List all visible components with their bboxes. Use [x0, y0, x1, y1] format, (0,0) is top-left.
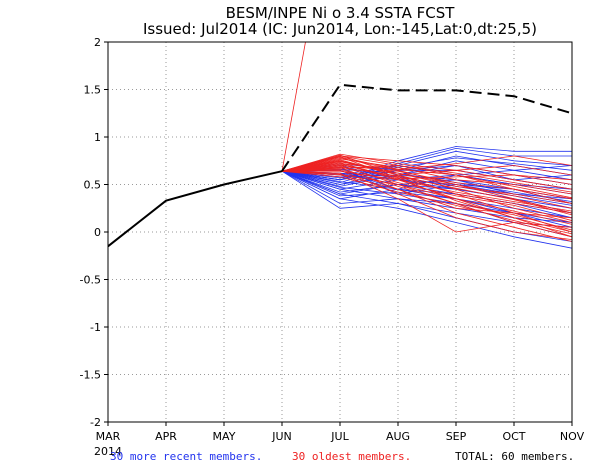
- y-tick-label: -1: [90, 321, 101, 334]
- oldest-member-line: [281, 158, 572, 195]
- oldest-member-line: [281, 164, 572, 214]
- oldest-member-line: [281, 165, 572, 193]
- recent-member-line: [281, 157, 572, 179]
- recent-member-line: [281, 169, 572, 181]
- ensemble-mean-line: [281, 83, 572, 172]
- oldest-member-line: [281, 153, 572, 190]
- oldest-member-line: [281, 162, 572, 181]
- chart-subtitle: Issued: Jul2014 (IC: Jun2014, Lon:-145,L…: [143, 20, 537, 38]
- oldest-member-line: [281, 170, 572, 225]
- series-layer: [108, 42, 572, 249]
- y-tick-label: 2: [94, 36, 101, 49]
- oldest-member-line: [281, 160, 572, 209]
- recent-member-line: [281, 170, 572, 223]
- x-tick-label: OCT: [502, 430, 525, 443]
- y-tick-label: 1.5: [84, 84, 102, 97]
- x-tick-label: APR: [155, 430, 177, 443]
- x-tick-label: MAY: [213, 430, 236, 443]
- x-tick-label: MAR: [96, 430, 121, 443]
- oldest-member-line: [281, 169, 572, 240]
- recent-member-line: [281, 160, 572, 185]
- legend-oldest-members: 30 oldest members.: [292, 450, 411, 463]
- oldest-member-line: [282, 170, 572, 212]
- oldest-member-line: [281, 166, 572, 216]
- recent-member-line: [281, 170, 572, 219]
- y-tick-label: -2: [90, 416, 101, 429]
- oldest-member-line: [281, 154, 572, 233]
- legend-recent-members: 30 more recent members.: [110, 450, 262, 463]
- x-tick-label: JUL: [330, 430, 349, 443]
- y-tick-label: 1: [94, 131, 101, 144]
- y-tick-label: 0.5: [84, 179, 102, 192]
- oldest-member-line: [281, 159, 572, 176]
- oldest-member-line: [281, 155, 572, 185]
- x-tick-label: JUN: [271, 430, 292, 443]
- oldest-member-line: [281, 168, 572, 231]
- grid: [107, 41, 573, 423]
- oldest-member-line: [281, 170, 572, 233]
- oldest-member-line: [281, 156, 572, 238]
- oldest-member-line: [281, 166, 572, 221]
- legend-total: TOTAL: 60 members.: [455, 450, 574, 463]
- oldest-member-line: [281, 163, 572, 199]
- y-tick-label: -0.5: [80, 274, 101, 287]
- y-tick-label: 0: [94, 226, 101, 239]
- x-tick-label: AUG: [386, 430, 410, 443]
- oldest-member-line: [281, 165, 572, 200]
- oldest-member-line: [281, 157, 572, 214]
- year-label: 2014: [94, 445, 122, 458]
- x-tick-label: NOV: [560, 430, 585, 443]
- oldest-member-line: [281, 161, 572, 204]
- recent-member-line: [281, 150, 572, 184]
- oldest-member-line: [281, 170, 572, 235]
- observed-line: [108, 170, 283, 248]
- x-tick-label: SEP: [446, 430, 467, 443]
- y-tick-label: -1.5: [80, 369, 101, 382]
- chart-title: BESM/INPE Ni o 3.4 SSTA FCST: [226, 4, 456, 22]
